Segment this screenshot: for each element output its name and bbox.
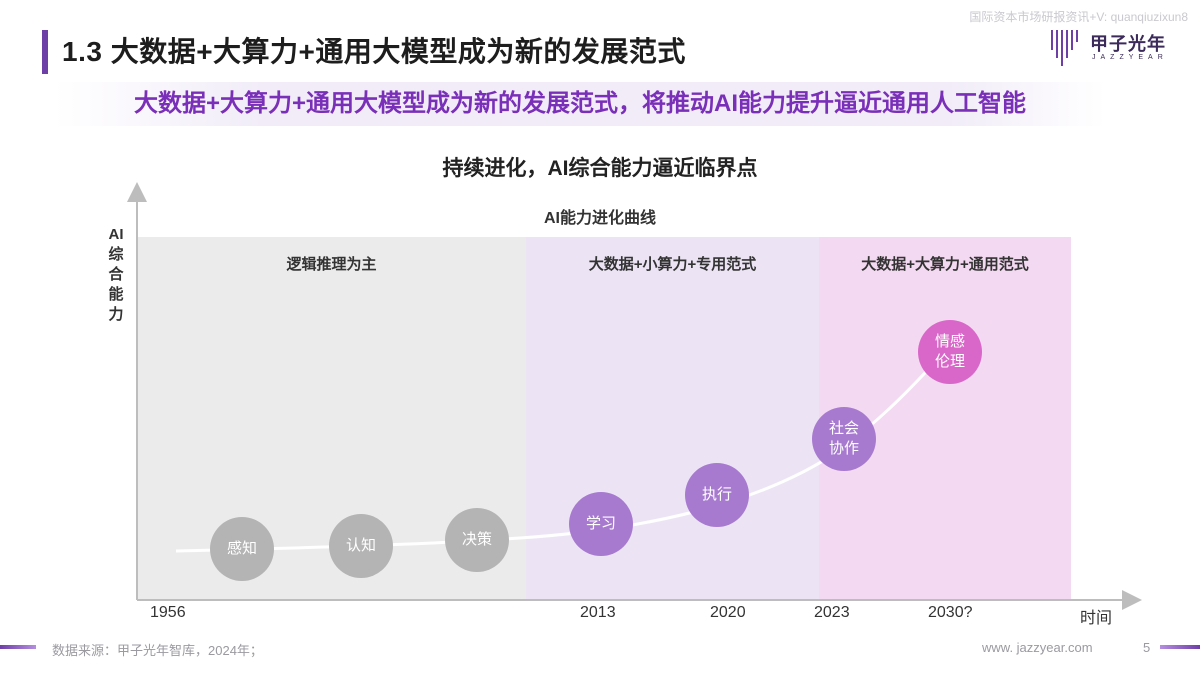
data-source: 数据来源：甲子光年智库，2024年； [52, 643, 263, 658]
tick-2020: 2020 [710, 604, 746, 621]
y-axis-label: AI综合能力 [108, 226, 124, 323]
logo-text: 甲子光年 [1090, 34, 1166, 54]
zone-label-specialized: 大数据+小算力+专用范式 [588, 256, 757, 273]
zone-label-general: 大数据+大算力+通用范式 [861, 256, 1029, 273]
node-social-collaboration: 社会 协作 [812, 407, 876, 471]
tick-1956: 1956 [150, 604, 186, 621]
curve-title: AI能力进化曲线 [543, 210, 656, 227]
page-title: 1.3 大数据+大算力+通用大模型成为新的发展范式 [62, 36, 686, 67]
subtitle: 大数据+大算力+通用大模型成为新的发展范式，将推动AI能力提升逼近通用人工智能 [133, 90, 1027, 117]
node-emotion-ethics: 情感 伦理 [918, 320, 982, 384]
watermark-text: 国际资本市场研报资讯+V: quanqiuzixun8 [969, 10, 1188, 24]
node-learning: 学习 [569, 492, 633, 556]
tick-2023: 2023 [814, 604, 850, 621]
node-execution: 执行 [685, 463, 749, 527]
subtitle-banner [55, 82, 1105, 126]
logo-subtext: JAZZYEAR [1092, 54, 1168, 61]
node-decision: 决策 [445, 508, 509, 572]
node-perception: 感知 [210, 517, 274, 581]
footer-accent-right [1160, 645, 1200, 649]
tick-2030: 2030? [928, 604, 973, 621]
page-number: 5 [1143, 640, 1151, 655]
jazzyear-logo-icon [1051, 30, 1078, 66]
x-axis-label: 时间 [1080, 610, 1113, 627]
zone-label-logic: 逻辑推理为主 [286, 256, 377, 273]
tick-2013: 2013 [580, 604, 616, 621]
website-link[interactable]: www. jazzyear.com [982, 640, 1093, 655]
chart-heading: 持续进化，AI综合能力逼近临界点 [442, 157, 758, 180]
footer-accent-left [0, 645, 36, 649]
title-accent-bar [42, 30, 48, 74]
node-cognition: 认知 [329, 514, 393, 578]
